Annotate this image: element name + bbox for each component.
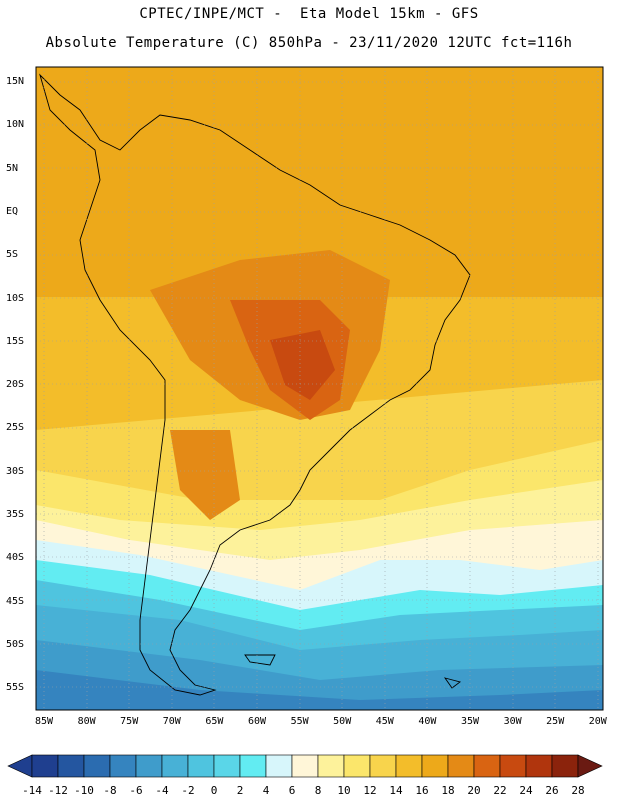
lat-tick-label: 15N — [6, 76, 25, 87]
colorbar-swatch — [317, 754, 345, 778]
colorbar-tick-label: -8 — [103, 784, 117, 797]
colorbar-swatch — [421, 754, 449, 778]
lat-tick-label: 35S — [6, 509, 25, 520]
colorbar-tick-label: 12 — [363, 784, 377, 797]
colorbar-tick-label: 6 — [288, 784, 296, 797]
colorbar-tick-label: 4 — [262, 784, 270, 797]
lat-tick-label: 20S — [6, 379, 25, 391]
colorbar-swatch — [31, 754, 59, 778]
plot-frame — [35, 66, 604, 711]
colorbar — [7, 754, 603, 778]
coastline — [39, 73, 471, 696]
colorbar-swatch — [109, 754, 137, 778]
colorbar-swatch — [57, 754, 85, 778]
lon-tick-label: 30W — [503, 716, 522, 727]
colorbar-swatch — [395, 754, 423, 778]
colorbar-swatch — [135, 754, 163, 778]
colorbar-min-arrow — [7, 754, 33, 778]
colorbar-tick-label: 22 — [493, 784, 507, 797]
title-line-2: Absolute Temperature (C) 850hPa - 23/11/… — [45, 35, 573, 51]
lon-tick-label: 70W — [162, 716, 181, 727]
lat-tick-label: 5S — [6, 249, 19, 261]
colorbar-tick-label: 26 — [545, 784, 559, 797]
lat-tick-label: 10S — [6, 292, 25, 304]
lat-tick-label: 5N — [6, 162, 19, 174]
colorbar-tick-label: 24 — [519, 784, 533, 797]
colorbar-swatch — [343, 754, 371, 778]
lat-tick-label: 30S — [6, 465, 25, 477]
colorbar-tick-label: -12 — [48, 784, 68, 797]
colorbar-tick-label: -14 — [22, 784, 42, 797]
lon-tick-label: 55W — [290, 716, 309, 727]
lat-tick-label: 50S — [6, 638, 25, 650]
colorbar-swatch — [187, 754, 215, 778]
lon-tick-label: 65W — [205, 716, 224, 727]
colorbar-tick-label: 20 — [467, 784, 481, 797]
colorbar-tick-label: -6 — [129, 784, 143, 797]
colorbar-tick-label: 8 — [314, 784, 322, 797]
lon-tick-label: 50W — [333, 716, 352, 727]
colorbar-swatch — [239, 754, 267, 778]
lat-tick-label: 45S — [6, 595, 25, 607]
lon-tick-label: 20W — [588, 716, 607, 727]
colorbar-tick-label: 16 — [415, 784, 429, 797]
lon-tick-label: 80W — [77, 716, 96, 727]
lon-tick-label: 25W — [546, 716, 565, 727]
lon-tick-label: 75W — [120, 716, 139, 727]
colorbar-swatch — [525, 754, 553, 778]
lat-tick-label: 25S — [6, 422, 25, 434]
lon-tick-label: 40W — [418, 716, 437, 727]
colorbar-tick-label: 2 — [236, 784, 244, 797]
lon-tick-label: 35W — [460, 716, 480, 727]
lon-tick-label: 60W — [247, 716, 267, 727]
colorbar-tick-label: 10 — [337, 784, 351, 797]
colorbar-tick-label: -10 — [74, 784, 94, 797]
colorbar-swatch — [369, 754, 397, 778]
lat-tick-label: 15S — [6, 335, 25, 347]
colorbar-swatch — [265, 754, 293, 778]
lat-tick-label: 10N — [6, 119, 25, 131]
colorbar-tick-label: -2 — [181, 784, 195, 797]
colorbar-tick-label: 28 — [571, 784, 585, 797]
lon-tick-label: 85W — [34, 716, 54, 727]
colorbar-swatch — [551, 754, 579, 778]
colorbar-swatch — [213, 754, 241, 778]
colorbar-swatch — [161, 754, 189, 778]
colorbar-swatch — [83, 754, 111, 778]
lat-tick-label: 55S — [6, 682, 25, 694]
lon-tick-label: 45W — [375, 716, 394, 727]
colorbar-tick-label: -4 — [155, 784, 169, 797]
colorbar-swatch — [291, 754, 319, 778]
colorbar-tick-label: 14 — [389, 784, 403, 797]
colorbar-swatch — [499, 754, 527, 778]
lat-tick-label: EQ — [6, 205, 19, 217]
title-line-1: CPTEC/INPE/MCT - Eta Model 15km - GFS — [139, 6, 479, 22]
colorbar-swatch — [447, 754, 475, 778]
colorbar-swatch — [473, 754, 501, 778]
colorbar-max-arrow — [577, 754, 603, 778]
temperature-field — [36, 67, 603, 710]
colorbar-tick-label: 0 — [210, 784, 218, 797]
gridlines — [36, 67, 603, 710]
colorbar-tick-label: 18 — [441, 784, 455, 797]
lat-tick-label: 40S — [6, 552, 25, 564]
